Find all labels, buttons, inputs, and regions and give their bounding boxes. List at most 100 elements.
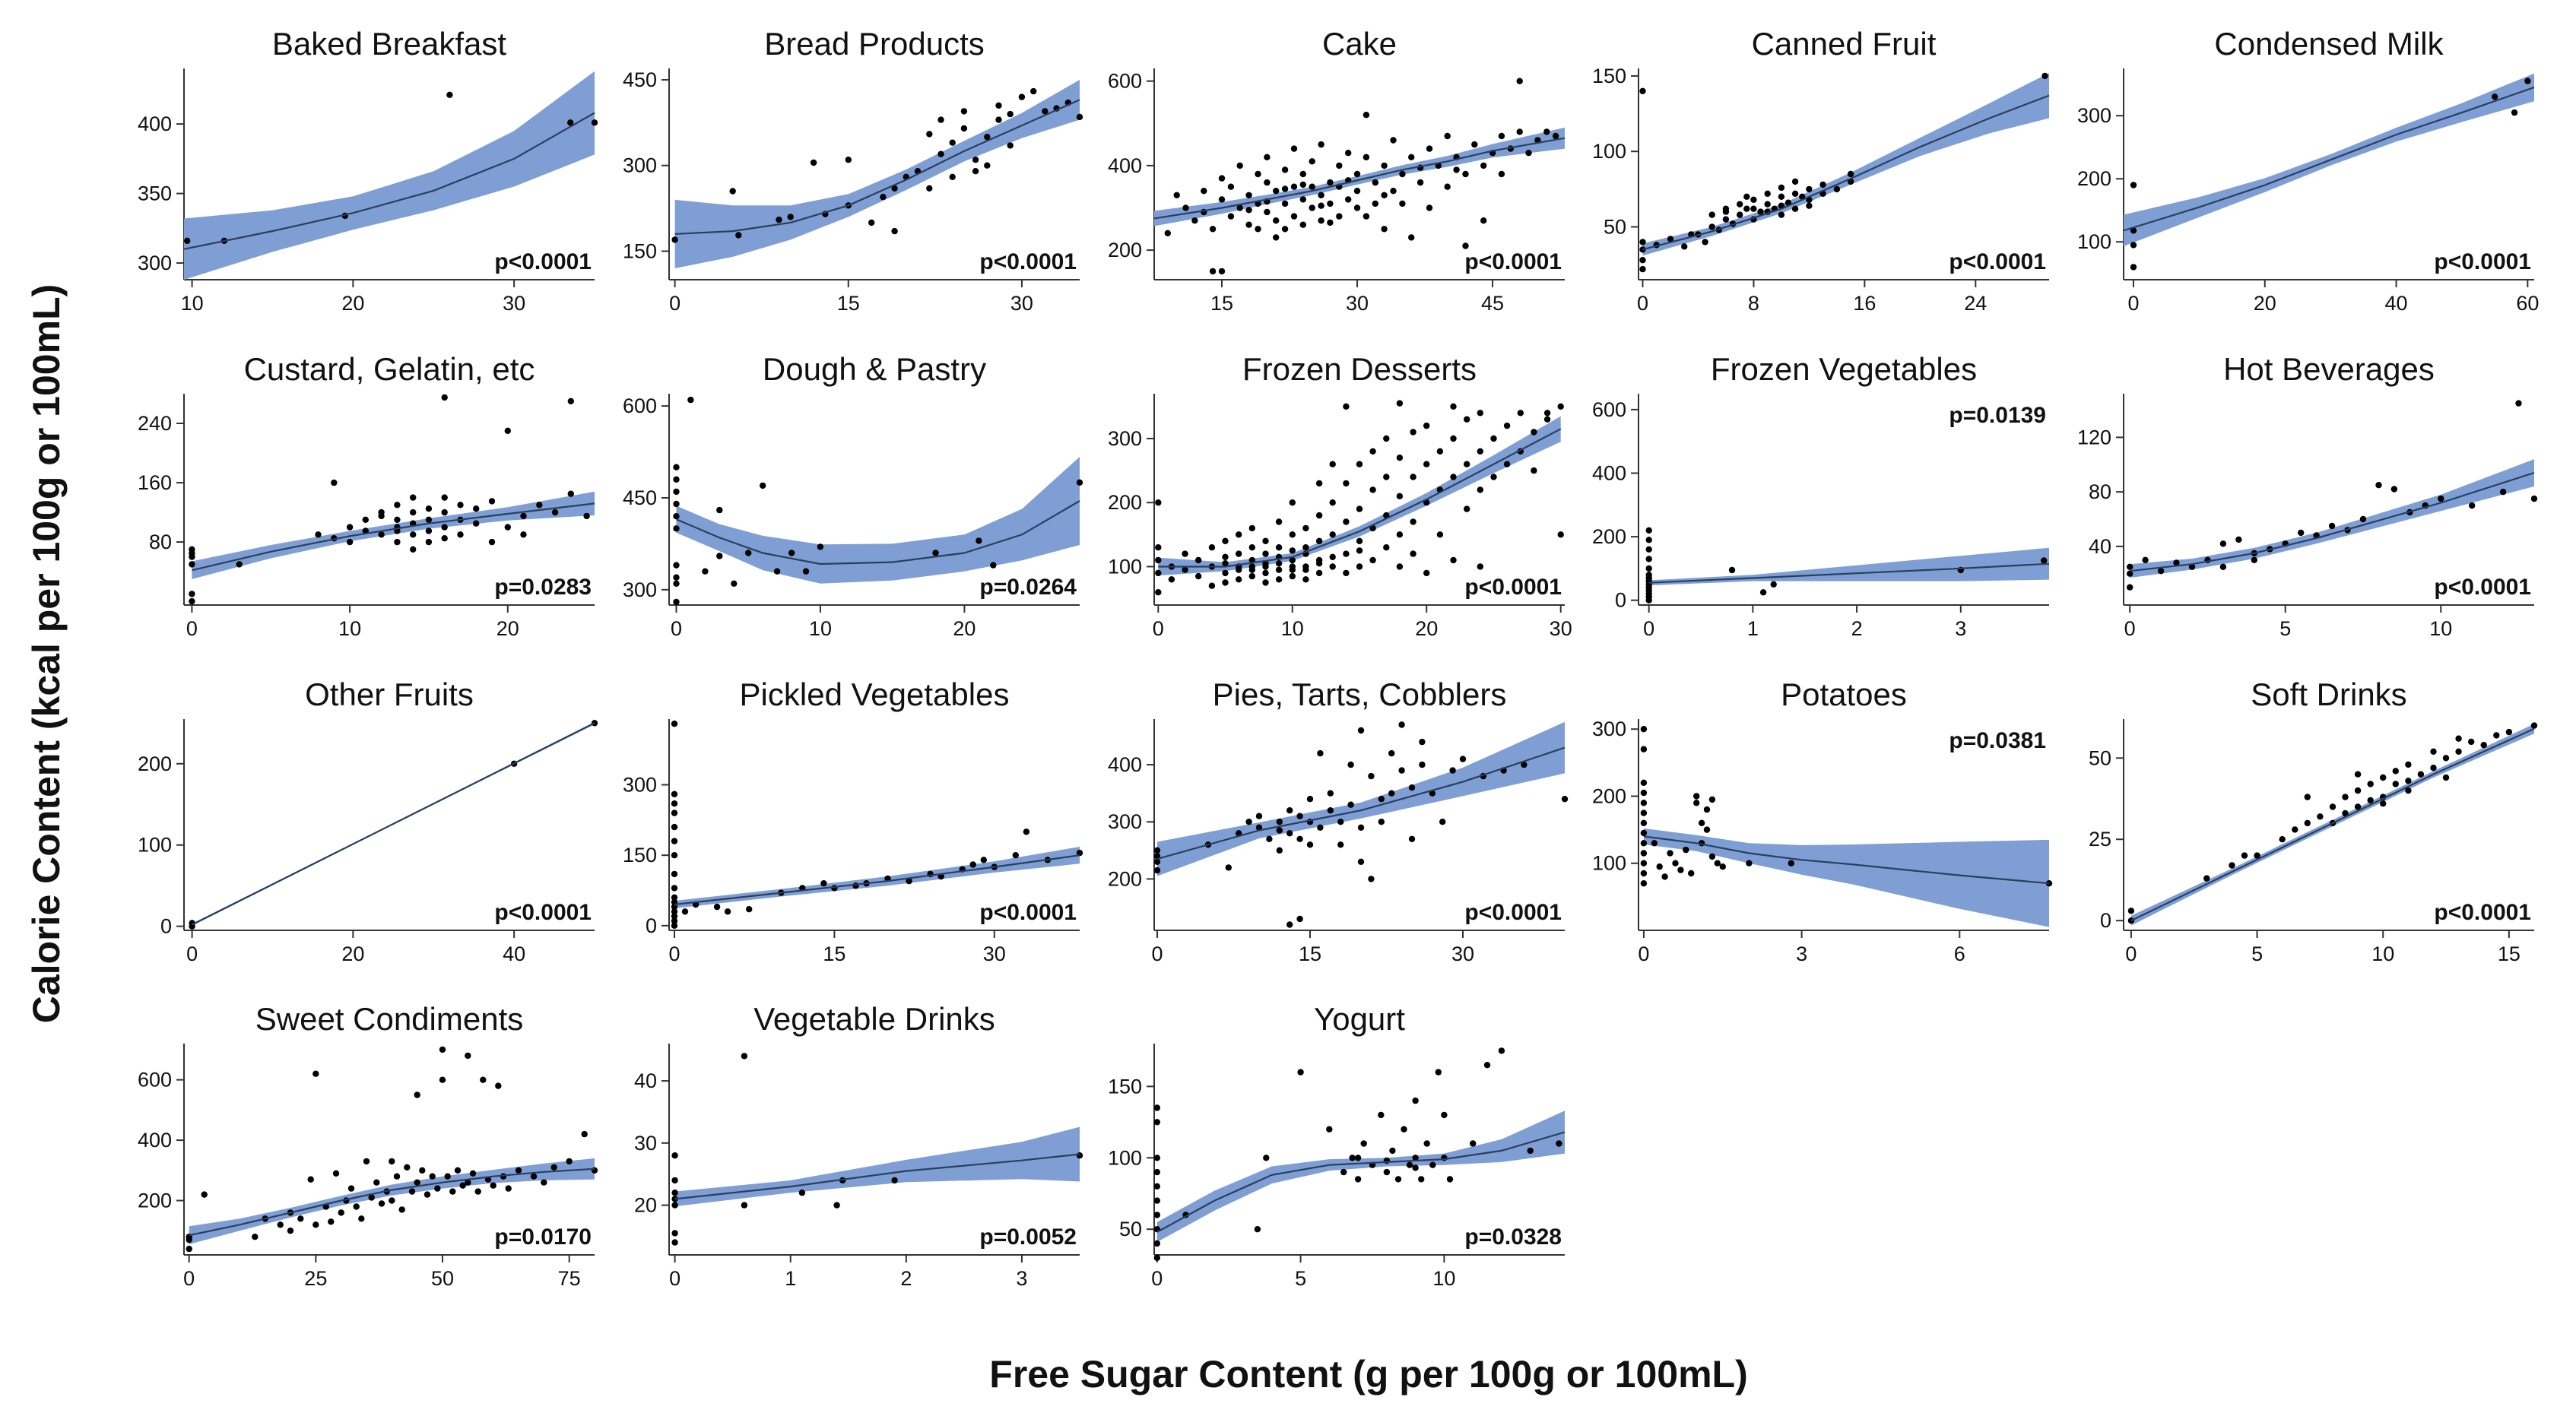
data-point — [1408, 784, 1416, 791]
data-point — [1369, 556, 1376, 564]
data-point — [673, 525, 680, 532]
data-point — [1498, 1047, 1505, 1054]
data-point — [1778, 184, 1785, 192]
data-point — [1182, 566, 1188, 573]
y-tick-label: 150 — [1108, 1075, 1142, 1098]
data-point — [1273, 217, 1280, 224]
x-tick-label: 15 — [837, 292, 860, 315]
data-point — [671, 790, 678, 798]
panel-custard-gelatin-etc: Custard, Gelatin, etc 0 10 20 80 160 240 p=0.02… — [138, 351, 595, 640]
data-point — [1236, 204, 1243, 211]
data-point — [671, 809, 678, 816]
data-point — [2219, 540, 2227, 547]
x-tick-label: 0 — [669, 1267, 680, 1290]
y-tick-label: 300 — [623, 773, 657, 796]
data-point — [1343, 569, 1350, 577]
data-point — [2511, 109, 2518, 116]
data-point — [1327, 179, 1334, 186]
data-point — [1640, 870, 1648, 877]
data-point — [2438, 495, 2444, 502]
data-point — [2328, 522, 2336, 530]
data-point — [1329, 553, 1336, 560]
data-point — [1191, 217, 1198, 224]
data-point — [1750, 205, 1757, 212]
data-point — [1315, 480, 1323, 487]
data-point — [1329, 499, 1336, 506]
x-tick-label: 3 — [1796, 943, 1807, 965]
data-point — [745, 550, 752, 556]
data-point — [2235, 536, 2242, 543]
data-point — [389, 1197, 395, 1204]
data-point — [1281, 200, 1289, 208]
data-point — [425, 538, 433, 546]
data-point — [1390, 188, 1397, 195]
data-point — [845, 157, 852, 163]
data-point — [1343, 518, 1350, 525]
data-point — [1651, 840, 1658, 847]
data-point — [1441, 1111, 1448, 1119]
data-point — [1363, 112, 1370, 119]
data-point — [441, 508, 448, 516]
y-tick-label: 40 — [2089, 535, 2111, 558]
x-tick-label: 2 — [900, 1267, 912, 1290]
x-tick-label: 24 — [1964, 292, 1987, 315]
data-point — [1153, 866, 1161, 874]
data-point — [1276, 819, 1283, 825]
data-point — [567, 490, 574, 497]
data-point — [1222, 560, 1229, 567]
data-point — [798, 1190, 806, 1196]
data-point — [2405, 761, 2412, 768]
data-point — [373, 1179, 380, 1186]
data-point — [1847, 170, 1854, 178]
data-point — [671, 1239, 678, 1246]
data-point — [1408, 234, 1415, 241]
data-point — [2304, 819, 2311, 827]
data-point — [1315, 560, 1323, 567]
data-point — [1770, 581, 1777, 588]
p-value-label: p<0.0001 — [2434, 575, 2531, 600]
data-point — [1737, 201, 1743, 208]
data-point — [1018, 93, 1026, 100]
confidence-band — [674, 1126, 1080, 1207]
p-value-label: p<0.0001 — [1464, 249, 1562, 274]
data-point — [1708, 223, 1715, 230]
data-point — [1299, 196, 1307, 203]
data-point — [441, 535, 448, 542]
data-point — [1667, 236, 1674, 242]
data-point — [2417, 771, 2425, 778]
x-tick-label: 0 — [2125, 943, 2137, 965]
data-point — [1737, 211, 1743, 218]
data-point — [1273, 188, 1280, 195]
data-point — [1640, 880, 1648, 887]
data-point — [2430, 765, 2437, 771]
data-point — [1336, 213, 1343, 220]
data-point — [1356, 547, 1363, 554]
data-point — [729, 188, 736, 195]
data-point — [1423, 461, 1430, 467]
data-point — [802, 568, 810, 575]
fit-line — [674, 854, 1080, 906]
data-point — [2354, 803, 2362, 810]
x-tick-label: 30 — [983, 943, 1006, 965]
data-point — [1315, 512, 1323, 519]
data-point — [673, 580, 680, 587]
data-point — [1153, 1155, 1161, 1161]
y-tick-label: 600 — [138, 1069, 172, 1091]
panel-title: Pickled Vegetables — [740, 676, 1010, 712]
data-point — [1410, 429, 1416, 436]
data-point — [1245, 819, 1252, 825]
data-point — [2392, 768, 2399, 775]
x-tick-label: 5 — [1295, 1267, 1306, 1290]
data-point — [1275, 560, 1283, 567]
data-point — [817, 543, 824, 550]
data-point — [2127, 908, 2135, 914]
data-point — [949, 173, 956, 180]
panel-hot-beverages: Hot Beverages 0 5 10 40 80 120 p<0.0001 — [2077, 351, 2538, 640]
data-point — [713, 903, 721, 911]
data-point — [1345, 150, 1352, 157]
panel-title: Other Fruits — [305, 676, 474, 712]
data-point — [504, 524, 511, 531]
data-point — [1153, 1212, 1161, 1218]
data-point — [474, 1188, 481, 1195]
data-point — [741, 1053, 748, 1060]
